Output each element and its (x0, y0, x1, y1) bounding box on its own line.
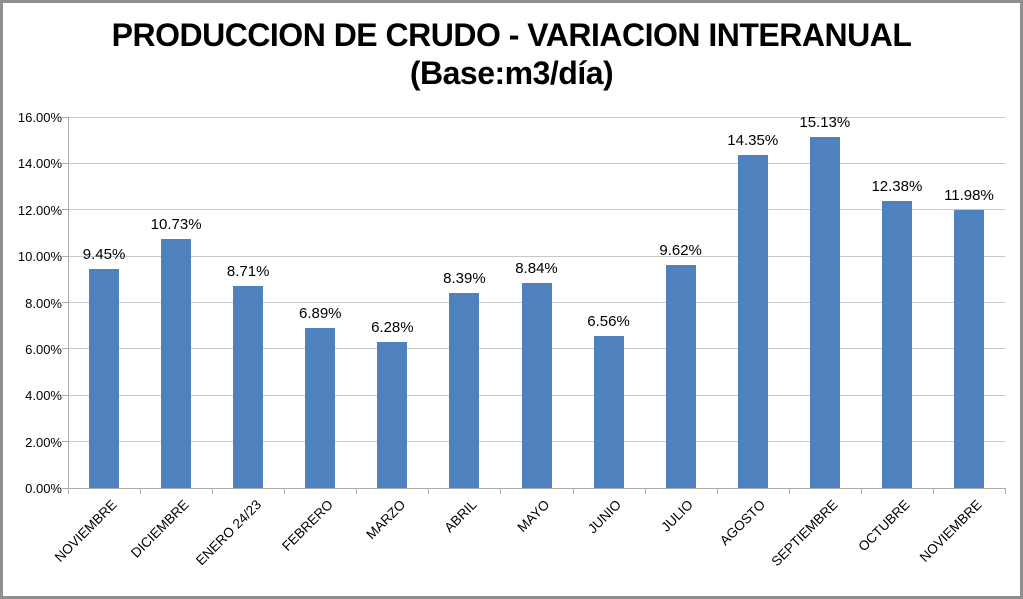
x-axis-tick (500, 489, 502, 494)
x-axis-line (68, 488, 1006, 489)
x-axis-tick (644, 489, 646, 494)
bar-value-label: 14.35% (727, 132, 779, 150)
x-tick-label: DICIEMBRE (128, 497, 192, 561)
bar-value-label: 15.13% (799, 114, 851, 132)
bar-value-label: 10.73% (150, 216, 202, 234)
y-tick-label: 16.00% (17, 110, 62, 125)
x-axis-tick (1005, 489, 1006, 494)
bar-octubre (881, 200, 912, 488)
gridline (68, 209, 1005, 211)
y-axis-tick (62, 255, 68, 257)
y-tick-label: 8.00% (25, 295, 62, 311)
x-tick-label: OCTUBRE (855, 497, 913, 555)
bar-agosto (737, 155, 768, 488)
gridline (68, 255, 1005, 257)
chart-title-line2: (Base:m3/día) (409, 55, 614, 91)
x-axis-tick (68, 489, 69, 494)
bar-noviembre (953, 210, 984, 488)
x-axis-tick (788, 489, 790, 494)
x-axis-tick (572, 489, 574, 494)
x-tick-label: AGOSTO (717, 497, 769, 549)
x-axis-tick (140, 489, 142, 494)
chart-title-line1: PRODUCCION DE CRUDO - VARIACION INTERANU… (111, 17, 912, 53)
bar-marzo (377, 342, 408, 488)
bar-diciembre (161, 239, 192, 488)
y-axis-tick (62, 162, 68, 164)
gridline (68, 116, 1005, 118)
y-axis-tick (62, 394, 68, 396)
x-tick-label: NOVIEMBRE (916, 497, 985, 565)
bar-febrero (305, 328, 336, 488)
bar-enero-24-23 (233, 286, 264, 488)
bar-value-label: 12.38% (871, 177, 923, 195)
y-tick-label: 2.00% (25, 434, 62, 450)
x-axis-tick (212, 489, 214, 494)
x-axis-tick (356, 489, 358, 494)
y-axis-tick (62, 116, 68, 118)
x-tick-label: MAYO (514, 497, 553, 536)
x-tick-label: NOVIEMBRE (51, 497, 120, 565)
x-tick-label: JUNIO (584, 497, 625, 537)
bar-abril (449, 293, 480, 488)
y-axis-tick (62, 348, 68, 350)
x-axis-tick (860, 489, 862, 494)
y-axis-tick (62, 487, 68, 489)
x-axis-tick (428, 489, 430, 494)
bar-septiembre (809, 137, 840, 488)
bar-julio (665, 264, 696, 488)
x-tick-label: JULIO (658, 497, 697, 535)
chart-title: PRODUCCION DE CRUDO - VARIACION INTERANU… (0, 16, 1023, 92)
y-tick-label: 10.00% (17, 249, 62, 265)
y-axis-tick (62, 209, 68, 211)
bar-value-label: 9.62% (659, 241, 702, 259)
bar-noviembre (89, 268, 120, 488)
bar-value-label: 9.45% (82, 245, 126, 263)
x-tick-label: ABRIL (441, 497, 481, 536)
x-tick-label: MARZO (362, 497, 408, 543)
bar-value-label: 8.84% (515, 260, 558, 278)
x-tick-label: ENERO 24/23 (192, 497, 264, 569)
x-tick-label: SEPTIEMBRE (768, 497, 841, 570)
bar-value-label: 8.71% (226, 263, 270, 281)
x-tick-label: FEBRERO (279, 497, 336, 554)
bar-value-label: 11.98% (944, 187, 994, 205)
bar-value-label: 6.56% (587, 312, 630, 330)
gridline (68, 162, 1005, 164)
x-axis-tick (932, 489, 934, 494)
x-axis-tick (284, 489, 286, 494)
x-axis-tick (716, 489, 718, 494)
y-axis-tick (62, 302, 68, 303)
y-tick-label: 12.00% (17, 202, 62, 218)
y-axis-line (68, 117, 69, 488)
y-tick-label: 4.00% (25, 388, 62, 404)
bar-junio (593, 335, 624, 488)
y-tick-label: 14.00% (17, 156, 62, 172)
bar-value-label: 6.89% (298, 305, 342, 323)
y-tick-label: 0.00% (25, 481, 62, 496)
y-tick-label: 6.00% (25, 341, 62, 357)
y-axis-tick (62, 441, 68, 443)
bar-value-label: 8.39% (443, 270, 486, 288)
bar-value-label: 6.28% (371, 319, 414, 337)
bar-mayo (521, 283, 552, 488)
